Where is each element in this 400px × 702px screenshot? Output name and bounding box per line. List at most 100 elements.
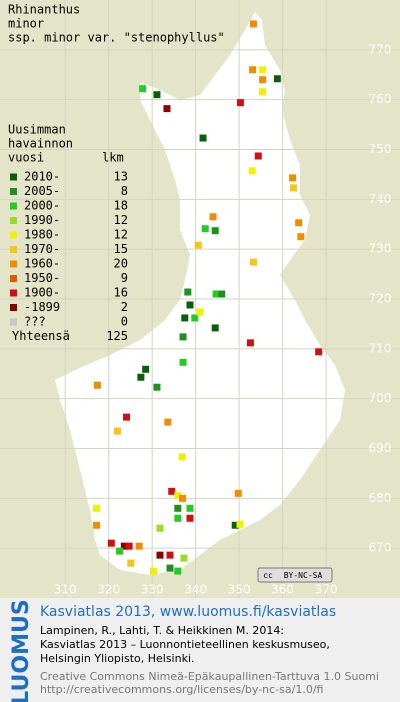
y-tick-label: 670 [369,541,392,555]
observation [186,514,194,522]
observation [259,76,267,84]
legend-label: 2010- [24,170,60,184]
title-line: ssp. minor var. "stenophyllus" [8,31,225,45]
legend-label: 1980- [24,228,60,242]
observation [179,494,187,502]
observation [139,85,147,93]
y-tick-label: 720 [369,292,392,306]
legend-count: 12 [114,213,128,227]
brand: LUOMUS [9,599,34,702]
observation [166,564,174,572]
x-tick-label: 340 [184,583,207,597]
x-tick-label: 360 [271,583,294,597]
observation [174,514,182,522]
observation [211,324,219,332]
finland-land [55,12,345,575]
observation [120,542,128,550]
cc-icon: cc [263,571,273,580]
observation [168,487,176,495]
legend-heading: vuosi [8,151,44,165]
observation [153,91,161,99]
citation-line: Helsingin Yliopisto, Helsinki. [40,652,195,665]
cc-badge [257,567,333,583]
observation [93,521,101,529]
observation [184,288,192,296]
observation [186,301,194,309]
total-count: 125 [106,329,128,343]
y-tick-label: 690 [369,441,392,455]
observation [174,491,182,499]
observation [194,241,202,249]
legend-count: 8 [121,184,128,198]
legend-swatch [10,289,17,297]
observation [212,290,220,298]
observation [249,258,257,266]
observation [180,554,188,562]
x-tick-label: 350 [228,583,251,597]
legend-swatch [10,318,17,326]
y-tick-label: 680 [369,491,392,505]
legend-label: 1990- [24,213,60,227]
observation [295,219,303,227]
legend-count: 0 [121,315,128,329]
legend-swatch [10,304,17,311]
observation [191,314,199,322]
cc-text: BY-NC-SA [284,571,323,580]
legend-count: 20 [114,257,128,271]
legend-count: 16 [114,286,128,300]
observation [93,381,101,389]
legend-heading: Uusimman [8,123,66,137]
observation [259,66,267,74]
legend-count: 15 [114,242,128,256]
observation [156,524,164,532]
citation-line: Lampinen, R., Lahti, T. & Heikkinen M. 2… [40,624,284,637]
observation [199,134,207,142]
title-line: minor [8,17,44,31]
observation [259,88,267,96]
legend-count: 13 [114,170,128,184]
legend-count: 9 [121,271,128,285]
observation [164,418,172,426]
legend-label: 2005- [24,184,60,198]
observation [181,314,189,322]
license-line: http://creativecommons.org/licenses/by-n… [40,683,323,696]
atlas-link[interactable]: Kasviatlas 2013, www.luomus.fi/kasviatla… [40,604,336,620]
footer-background [0,598,400,702]
observation [209,213,217,221]
observation [142,365,150,373]
legend-label: 1970- [24,242,60,256]
observation [107,539,115,547]
observation [127,559,135,567]
license-line: Creative Commons Nimeä-Epäkaupallinen-Ta… [40,670,379,683]
legend-heading: havainnon [8,137,73,151]
observation [174,567,182,575]
x-tick-label: 370 [315,583,338,597]
legend-swatch [10,188,17,195]
x-tick-label: 320 [97,583,120,597]
observation [179,358,187,366]
observation [289,184,297,192]
observation [201,225,209,233]
observation [249,66,257,74]
y-tick-label: 700 [369,391,392,405]
observation [289,174,297,182]
observation [246,339,254,347]
y-tick-label: 750 [369,142,392,156]
legend-swatch [10,173,17,181]
observation [178,453,186,461]
total-label: Yhteensä [12,329,70,343]
x-tick-label: 330 [141,583,164,597]
y-tick-label: 730 [369,242,392,256]
observation [135,542,143,550]
legend-swatch [10,217,17,224]
legend-count-heading: lkm [102,151,124,165]
legend-swatch [10,231,17,239]
observation [248,167,256,175]
legend-swatch [10,246,17,253]
observation [273,75,281,83]
observation [116,547,124,555]
observation [231,521,239,529]
observation [153,383,161,391]
observation [249,20,257,28]
